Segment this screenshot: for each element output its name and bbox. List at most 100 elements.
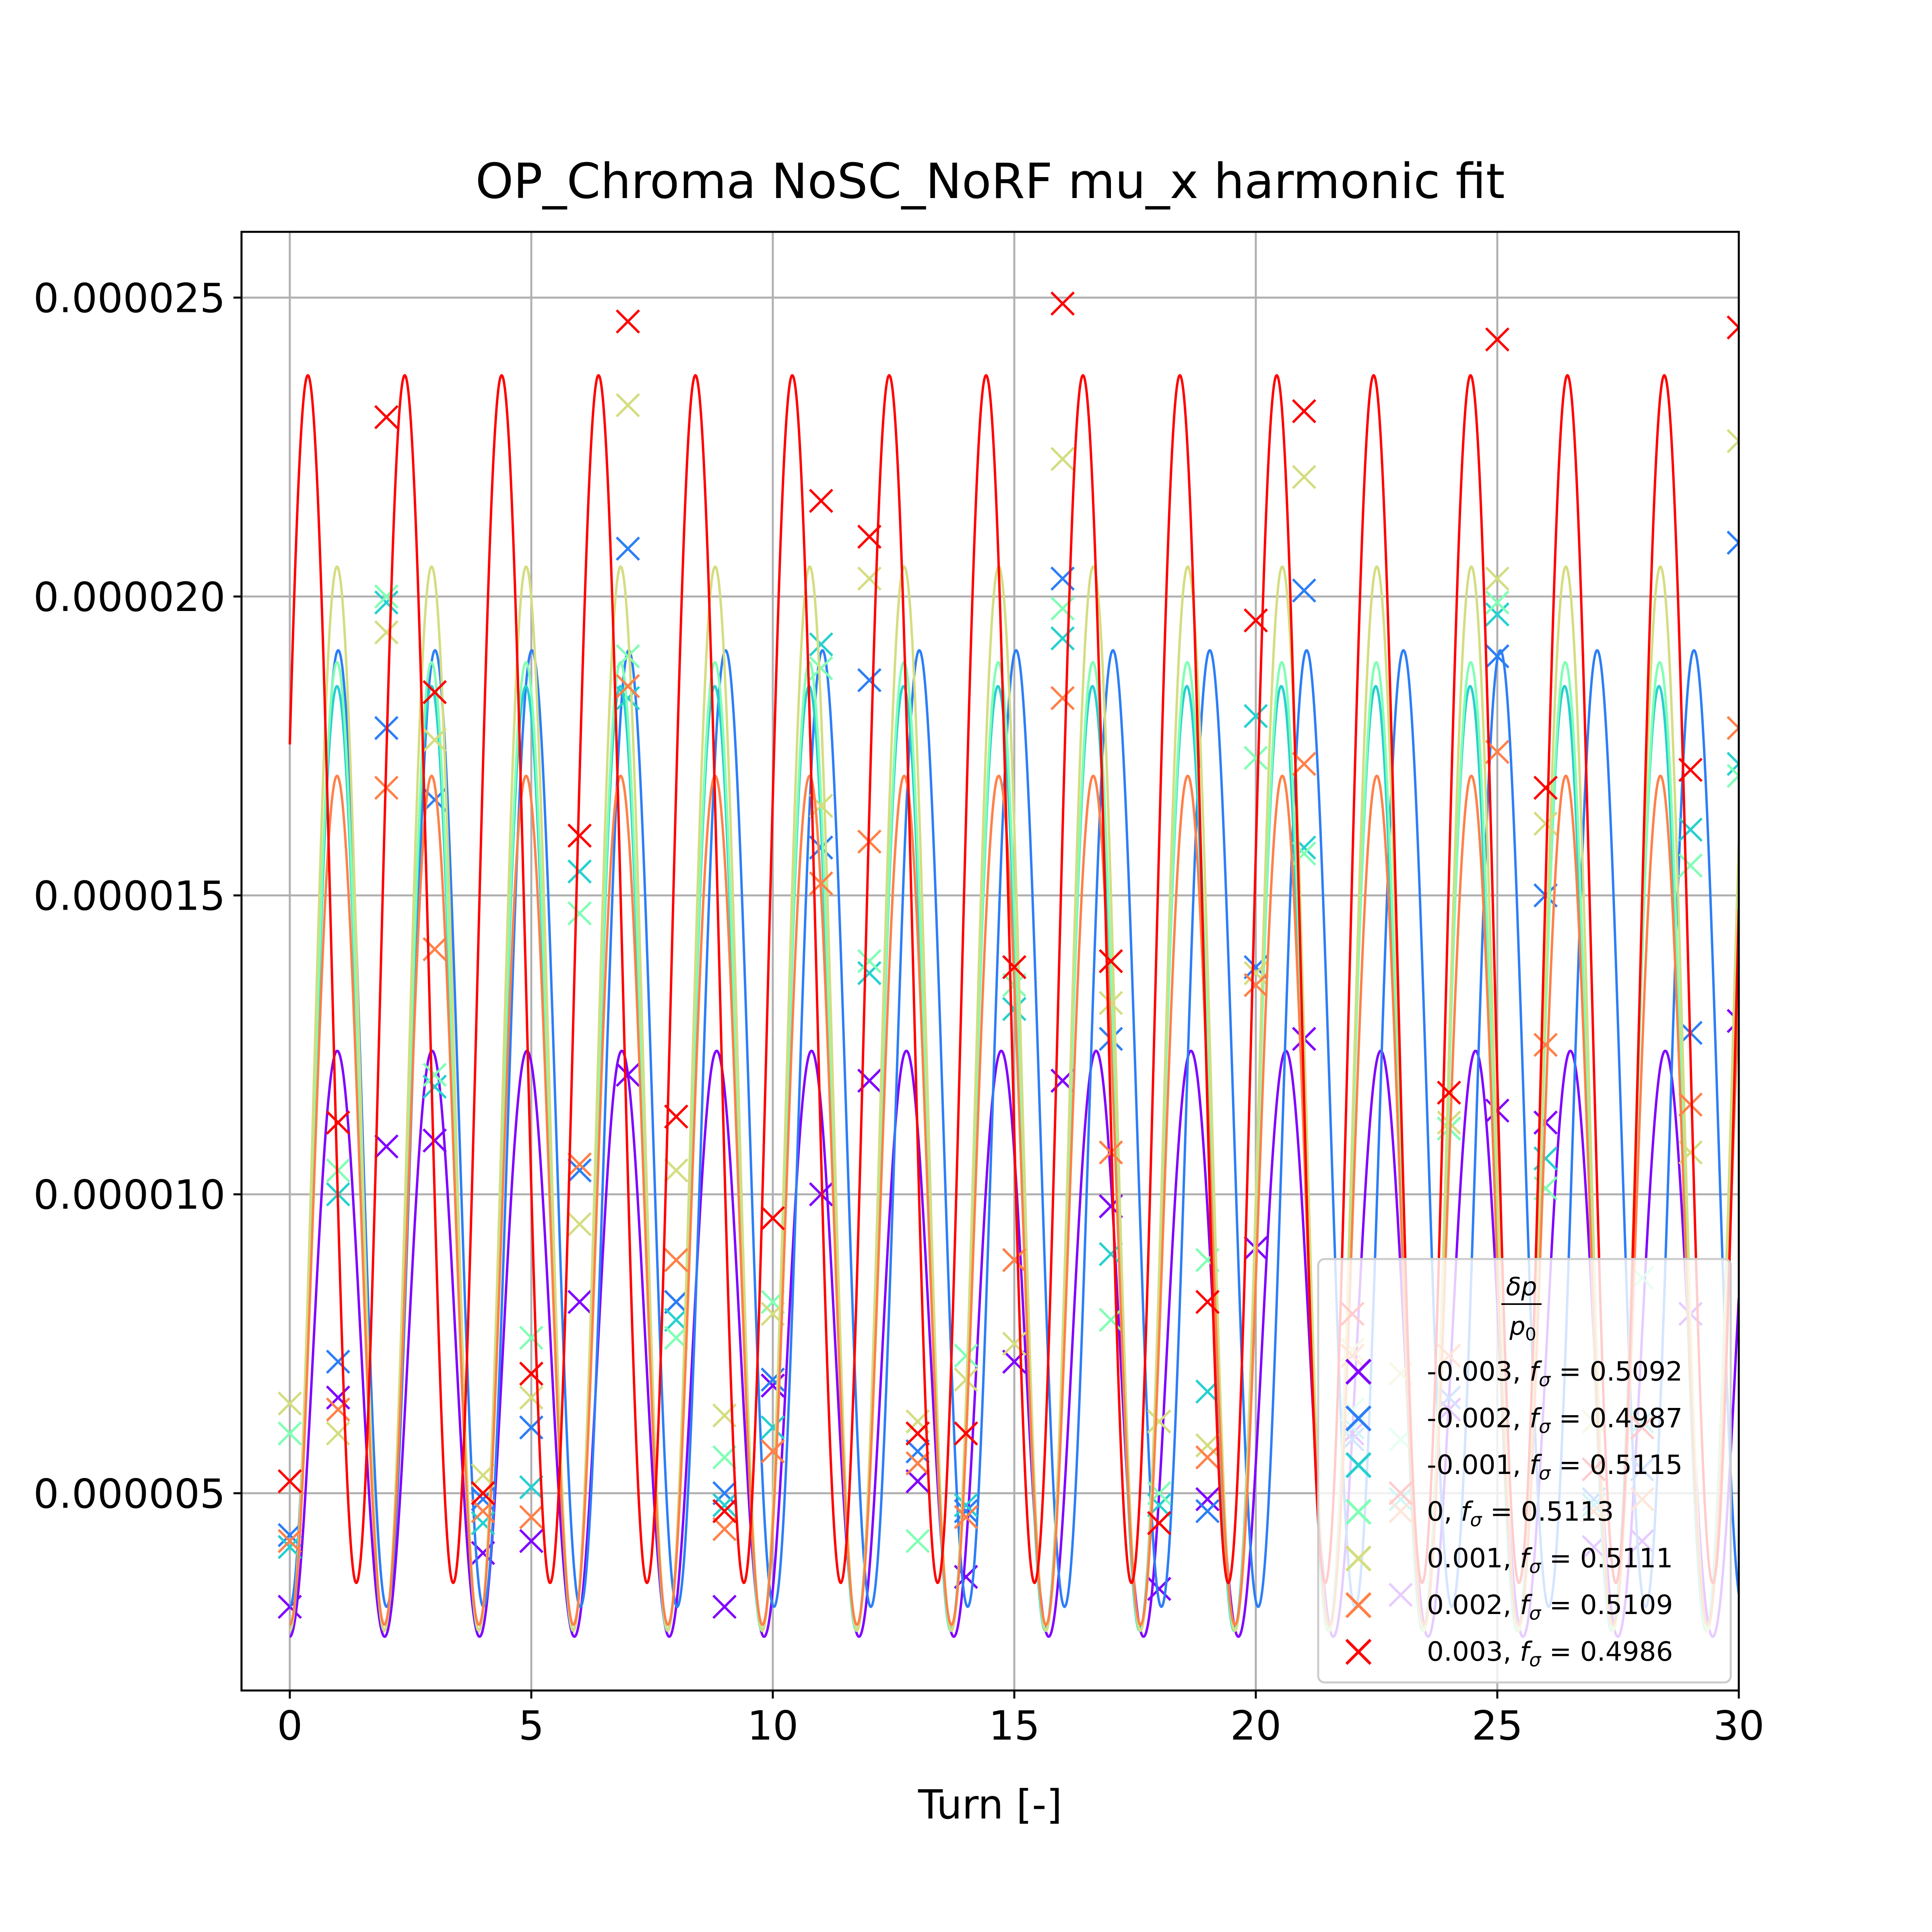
data-point	[1533, 1032, 1558, 1057]
data-point	[1726, 429, 1739, 453]
data-point	[1726, 716, 1739, 740]
fit-line-4	[289, 565, 1739, 1632]
data-point	[1002, 1331, 1027, 1356]
data-point	[1243, 745, 1268, 770]
chart-title: OP_Chroma NoSC_NoRF mu_x harmonic fit	[475, 154, 1505, 210]
legend-marker	[1345, 1499, 1372, 1525]
x-tick-label: 30	[1713, 1702, 1764, 1749]
data-point	[1485, 602, 1510, 627]
legend-label: 0.002, fσ = 0.5109	[1427, 1589, 1673, 1624]
data-point	[422, 1128, 447, 1153]
data-point	[519, 1361, 544, 1386]
plot-frame	[240, 231, 1740, 1692]
data-point	[1098, 949, 1123, 974]
data-point	[712, 1445, 737, 1470]
data-point	[567, 1158, 592, 1183]
data-point	[1147, 1409, 1172, 1434]
data-point	[1485, 327, 1510, 352]
data-point	[664, 1104, 689, 1129]
data-point	[519, 1505, 544, 1530]
data-point	[277, 1421, 302, 1446]
legend-label: 0, fσ = 0.5113	[1427, 1496, 1614, 1531]
x-tick-label: 20	[1230, 1702, 1281, 1749]
data-point	[277, 1469, 302, 1494]
data-point	[1292, 399, 1317, 423]
data-point	[615, 309, 640, 334]
data-point	[1485, 566, 1510, 591]
legend: δp p 0 -0.003, fσ = 0.5092 -0.002, fσ = 0…	[1317, 1258, 1732, 1684]
data-point	[1050, 686, 1075, 710]
data-point	[1147, 1511, 1172, 1536]
data-point	[1533, 776, 1558, 800]
data-point	[1243, 973, 1268, 997]
data-point	[1292, 578, 1317, 603]
data-point	[422, 728, 447, 752]
data-point	[1195, 1445, 1220, 1470]
data-point	[760, 1439, 785, 1464]
data-point	[567, 859, 592, 884]
data-point	[1195, 1487, 1220, 1511]
data-point	[1002, 955, 1027, 979]
data-point	[1485, 590, 1510, 615]
data-point	[422, 680, 447, 704]
data-point	[760, 1302, 785, 1326]
data-point	[615, 686, 640, 710]
legend-title-denominator-subscript: 0	[1525, 1324, 1536, 1345]
data-point	[615, 537, 640, 561]
legend-title-numerator: δp	[1506, 1272, 1537, 1301]
legend-label: -0.002, fσ = 0.4987	[1427, 1403, 1682, 1437]
legend-title-denominator: p	[1509, 1311, 1525, 1341]
data-point	[1678, 853, 1703, 878]
data-point	[1726, 315, 1739, 340]
data-point	[615, 644, 640, 669]
data-point	[277, 1523, 302, 1547]
legend-box	[1317, 1258, 1732, 1684]
axis-ticks: 0 5 10 15 20 25 30 0.000005 0.000010 0.000015 0.00…	[33, 275, 1765, 1749]
data-point	[954, 1493, 978, 1517]
data-point	[954, 1499, 978, 1523]
data-point	[857, 961, 882, 985]
data-point	[1195, 1499, 1220, 1523]
data-point	[471, 1481, 495, 1505]
data-point	[1050, 626, 1075, 651]
data-point	[905, 1451, 930, 1476]
data-point	[374, 590, 399, 615]
data-point	[374, 584, 399, 609]
data-point	[712, 1493, 737, 1517]
data-point	[615, 674, 640, 698]
data-point	[1678, 817, 1703, 842]
legend-label: -0.001, fσ = 0.5115	[1427, 1449, 1682, 1484]
data-point	[1726, 764, 1739, 788]
data-point	[1485, 644, 1510, 669]
data-point	[954, 1344, 978, 1368]
data-point	[277, 1391, 302, 1416]
data-point	[1243, 608, 1268, 633]
data-point	[519, 1475, 544, 1500]
y-tick-label: 0.000025	[33, 275, 225, 322]
data-point	[760, 1415, 785, 1440]
data-point	[809, 632, 834, 656]
data-point	[664, 1248, 689, 1272]
data-point	[1533, 811, 1558, 836]
data-point	[422, 1074, 447, 1099]
data-point	[809, 489, 834, 513]
data-point	[1195, 1433, 1220, 1458]
legend-marker	[1345, 1358, 1372, 1385]
data-point	[954, 1367, 978, 1392]
y-tick-label: 0.000020	[33, 574, 225, 621]
legend-marker	[1345, 1452, 1372, 1478]
data-point	[712, 1481, 737, 1505]
data-point	[567, 901, 592, 926]
x-tick-label: 0	[277, 1702, 303, 1749]
legend-marker	[1345, 1592, 1372, 1618]
x-tick-label: 5	[518, 1702, 544, 1749]
data-point	[905, 1529, 930, 1553]
legend-label: -0.003, fσ = 0.5092	[1427, 1356, 1682, 1391]
data-point	[471, 1499, 495, 1523]
legend-marker	[1345, 1405, 1372, 1432]
y-tick-label: 0.000010	[33, 1171, 225, 1218]
data-point	[954, 1505, 978, 1530]
data-point	[1726, 751, 1739, 776]
data-point	[664, 1158, 689, 1183]
